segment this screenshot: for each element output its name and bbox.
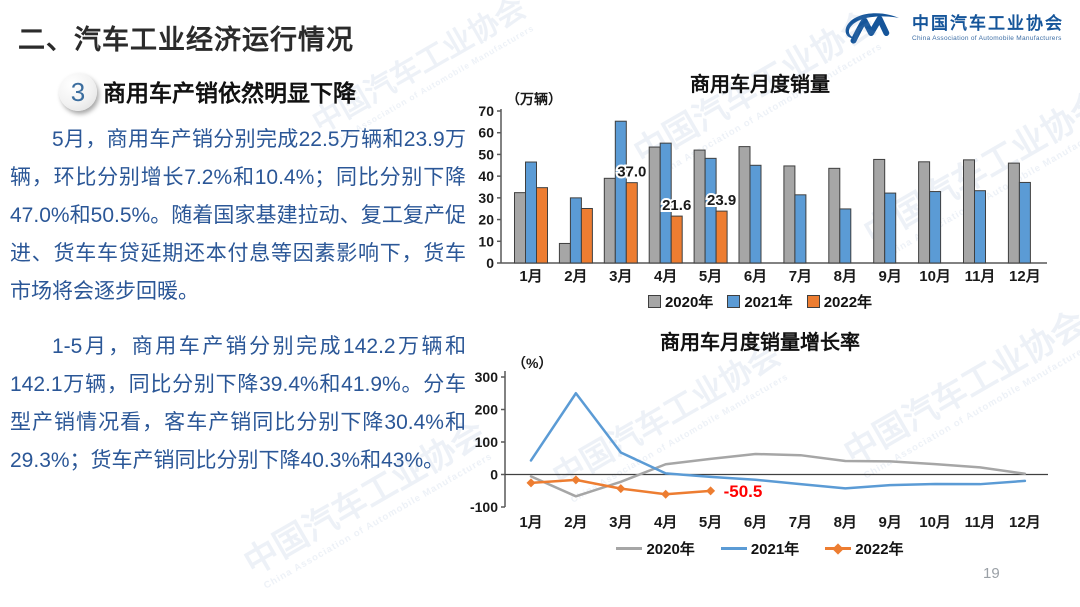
bar-data-label: 21.6 (662, 197, 691, 214)
line-chart: -100 0 100 200 300 （%） 1月 2月 3月 4月 5月 6月 7月 8月 9月 10月 11… (470, 356, 1048, 531)
diamond-marker (616, 484, 626, 494)
legend-diamond-marker (832, 542, 844, 555)
svg-text:300: 300 (475, 369, 499, 385)
svg-text:10: 10 (478, 233, 494, 249)
svg-text:9月: 9月 (879, 268, 902, 285)
body-text: 5月，商用车产销分别完成22.5万辆和23.9万辆，环比分别增长7.2%和10.… (10, 121, 466, 480)
svg-text:30: 30 (478, 190, 494, 206)
paragraph-1: 5月，商用车产销分别完成22.5万辆和23.9万辆，环比分别增长7.2%和10.… (10, 128, 466, 303)
legend-swatch (647, 295, 661, 308)
bar-chart: 0 10 20 30 40 50 60 70 （万辆） 1月 2月 3月 4月 5月 6月 7月 8月 9月 10月… (478, 92, 1047, 285)
legend-item-2022年: 2022年 (825, 538, 904, 559)
svg-text:5月: 5月 (699, 268, 722, 285)
bar-series-2021年 (525, 120, 1031, 264)
svg-text:50: 50 (478, 146, 494, 162)
svg-text:8月: 8月 (834, 268, 857, 285)
svg-text:4月: 4月 (654, 268, 677, 285)
svg-text:1月: 1月 (519, 514, 542, 531)
logo-name-en: China Association of Automobile Manufact… (912, 34, 1062, 42)
svg-text:3月: 3月 (609, 268, 632, 285)
logo-text: 中国汽车工业协会 China Association of Automobile… (912, 14, 1064, 41)
svg-text:7月: 7月 (789, 514, 812, 531)
svg-text:20: 20 (478, 212, 494, 228)
diamond-marker (526, 478, 536, 488)
page-number: 19 (983, 565, 1000, 582)
legend-item-2020年: 2020年 (616, 538, 695, 559)
diamond-marker (661, 489, 671, 499)
legend-label: 2021年 (744, 294, 793, 311)
logo: 中国汽车工业协会 China Association of Automobile… (840, 8, 1064, 48)
svg-text:100: 100 (475, 434, 499, 450)
svg-text:（%）: （%） (512, 356, 552, 371)
section-heading: 商用车产销依然明显下降 (103, 80, 356, 106)
line-annotation: -50.5 (724, 482, 763, 501)
svg-text:11月: 11月 (965, 514, 996, 531)
svg-text:0: 0 (486, 255, 494, 271)
paragraph-2: 1-5月，商用车产销分别完成142.2万辆和142.1万辆，同比分别下降39.4… (10, 335, 466, 472)
legend-label: 2020年 (664, 294, 714, 311)
section-number-badge: 3 (59, 73, 97, 111)
svg-text:6月: 6月 (744, 514, 767, 531)
svg-text:8月: 8月 (834, 514, 857, 531)
svg-text:200: 200 (475, 402, 499, 418)
svg-text:1月: 1月 (519, 268, 542, 285)
legend-item-2021年: 2021年 (727, 291, 793, 312)
diamond-marker (706, 486, 716, 496)
svg-text:-100: -100 (470, 499, 498, 515)
bar-chart-legend: 2020年 2021年 2022年 (470, 291, 1050, 312)
svg-text:3月: 3月 (609, 514, 632, 531)
svg-text:70: 70 (478, 103, 494, 119)
legend-label: 2021年 (750, 541, 800, 558)
svg-text:5月: 5月 (699, 514, 722, 531)
line-chart-legend: 2020年 2021年 2022年 (470, 538, 1050, 559)
bar-series-2022年 (536, 182, 728, 264)
legend-item-2021年: 2021年 (720, 538, 800, 559)
svg-text:6月: 6月 (744, 268, 767, 285)
svg-text:7月: 7月 (789, 268, 812, 285)
diamond-marker (571, 475, 581, 485)
legend-swatch (825, 542, 852, 555)
line-chart-title: 商用车月度销量增长率 (660, 332, 860, 354)
svg-text:4月: 4月 (654, 514, 677, 531)
logo-name-cn: 中国汽车工业协会 (912, 14, 1064, 34)
svg-text:9月: 9月 (879, 514, 902, 531)
legend-swatch (806, 295, 820, 308)
svg-text:12月: 12月 (1009, 514, 1041, 531)
line-series-2021年 (529, 392, 1027, 490)
svg-text:10月: 10月 (919, 268, 951, 285)
section-number: 3 (70, 76, 86, 107)
svg-text:2月: 2月 (564, 514, 587, 531)
svg-text:12月: 12月 (1009, 268, 1041, 285)
bar-chart-title: 商用车月度销量 (690, 74, 830, 96)
svg-text:10月: 10月 (919, 514, 951, 531)
bar-data-label: 23.9 (707, 192, 736, 209)
legend-item-2022年: 2022年 (806, 291, 873, 312)
legend-label: 2022年 (823, 294, 873, 311)
svg-text:0: 0 (490, 467, 498, 483)
svg-text:60: 60 (478, 125, 494, 141)
legend-item-2020年: 2020年 (647, 291, 714, 312)
slide-title: 二、汽车工业经济运行情况 (18, 25, 354, 55)
svg-text:2月: 2月 (564, 268, 587, 285)
line-series-2020年 (529, 452, 1027, 498)
legend-swatch (727, 295, 741, 308)
logo-cm-icon (845, 13, 899, 44)
svg-text:（万辆）: （万辆） (506, 92, 562, 107)
bar-data-label: 37.0 (617, 164, 646, 181)
legend-swatch (720, 547, 747, 550)
legend-label: 2022年 (855, 541, 904, 558)
legend-swatch (616, 547, 643, 550)
svg-text:40: 40 (478, 168, 494, 184)
svg-text:11月: 11月 (965, 268, 996, 285)
legend-label: 2020年 (646, 541, 695, 558)
